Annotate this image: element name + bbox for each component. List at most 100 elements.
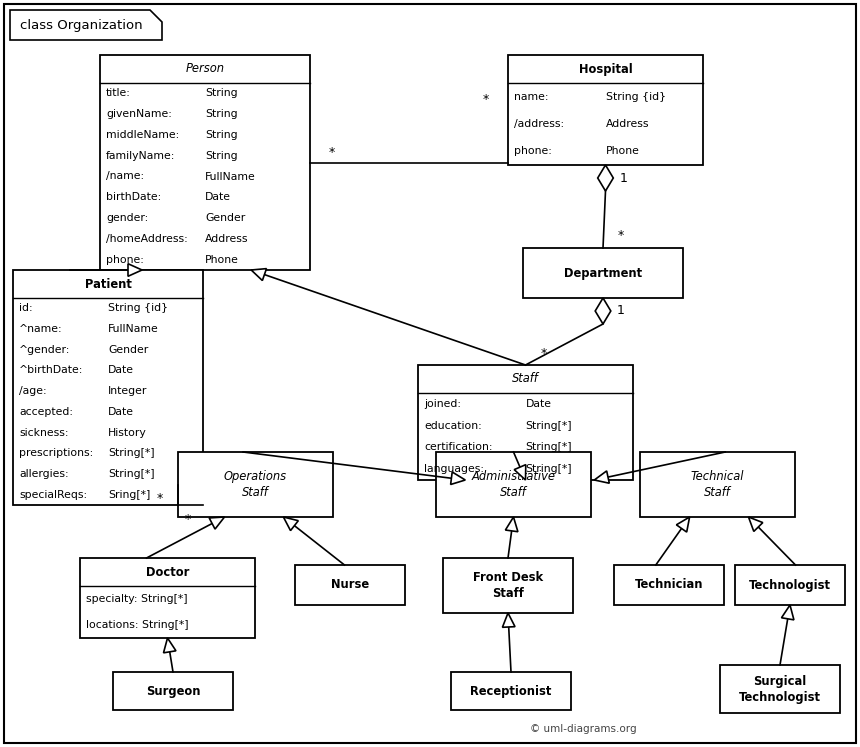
Text: Nurse: Nurse — [331, 578, 369, 592]
Bar — [113, 672, 233, 710]
Text: familyName:: familyName: — [106, 151, 175, 161]
Text: accepted:: accepted: — [19, 407, 73, 417]
Polygon shape — [10, 10, 162, 40]
Bar — [443, 558, 573, 613]
Text: © uml-diagrams.org: © uml-diagrams.org — [530, 724, 636, 734]
Text: String[*]: String[*] — [525, 421, 572, 430]
Bar — [640, 452, 795, 517]
Text: String[*]: String[*] — [108, 448, 155, 458]
Text: middleName:: middleName: — [106, 130, 179, 140]
Text: Date: Date — [205, 192, 231, 202]
Bar — [720, 665, 840, 713]
Bar — [614, 565, 724, 605]
Text: String[*]: String[*] — [525, 442, 572, 453]
Polygon shape — [595, 298, 611, 324]
Text: Surgical
Technologist: Surgical Technologist — [739, 675, 821, 704]
Text: Doctor: Doctor — [146, 565, 189, 578]
Text: Technologist: Technologist — [749, 578, 831, 592]
Polygon shape — [598, 165, 613, 191]
Text: specialty: String[*]: specialty: String[*] — [86, 594, 187, 604]
Text: birthDate:: birthDate: — [106, 192, 162, 202]
Text: allergies:: allergies: — [19, 469, 69, 479]
Text: Date: Date — [108, 407, 134, 417]
Text: Gender: Gender — [108, 345, 148, 355]
Text: ^gender:: ^gender: — [19, 345, 71, 355]
Text: String[*]: String[*] — [108, 469, 155, 479]
Polygon shape — [251, 269, 267, 281]
Text: *: * — [157, 492, 163, 505]
Text: class Organization: class Organization — [20, 19, 143, 31]
Text: givenName:: givenName: — [106, 109, 172, 120]
Text: /name:: /name: — [106, 172, 144, 182]
Bar — [295, 565, 405, 605]
Polygon shape — [451, 472, 465, 485]
Text: joined:: joined: — [424, 399, 461, 409]
Text: Address: Address — [205, 234, 249, 244]
Text: /address:: /address: — [514, 119, 564, 129]
Text: Sring[*]: Sring[*] — [108, 489, 150, 500]
Text: Technician: Technician — [635, 578, 703, 592]
Text: /homeAddress:: /homeAddress: — [106, 234, 187, 244]
Text: String: String — [205, 130, 237, 140]
Text: Administrative
Staff: Administrative Staff — [471, 470, 556, 499]
Text: locations: String[*]: locations: String[*] — [86, 620, 188, 630]
Bar — [523, 248, 683, 298]
Text: Patient: Patient — [84, 277, 132, 291]
Text: Hospital: Hospital — [579, 63, 632, 75]
Text: Front Desk
Staff: Front Desk Staff — [473, 571, 543, 600]
Text: id:: id: — [19, 303, 33, 313]
Polygon shape — [502, 613, 515, 627]
Bar — [436, 452, 591, 517]
Text: phone:: phone: — [514, 146, 552, 156]
Polygon shape — [748, 517, 763, 531]
Text: String {id}: String {id} — [605, 92, 666, 102]
Text: *: * — [482, 93, 489, 107]
Text: 1: 1 — [617, 305, 625, 317]
Polygon shape — [209, 517, 224, 529]
Text: String: String — [205, 151, 237, 161]
Text: sickness:: sickness: — [19, 427, 69, 438]
Text: name:: name: — [514, 92, 549, 102]
Text: *: * — [185, 512, 191, 525]
Text: Department: Department — [564, 267, 642, 279]
Text: *: * — [617, 229, 624, 243]
Text: Receptionist: Receptionist — [470, 684, 551, 698]
Text: languages:: languages: — [424, 464, 484, 474]
Text: specialReqs:: specialReqs: — [19, 489, 87, 500]
Text: Surgeon: Surgeon — [145, 684, 200, 698]
Text: String: String — [205, 88, 237, 99]
Bar — [451, 672, 571, 710]
Polygon shape — [284, 517, 298, 530]
Text: prescriptions:: prescriptions: — [19, 448, 93, 458]
Polygon shape — [128, 264, 142, 276]
Polygon shape — [163, 638, 176, 653]
Text: FullName: FullName — [205, 172, 255, 182]
Text: String[*]: String[*] — [525, 464, 572, 474]
Bar — [13, 270, 203, 505]
Text: Gender: Gender — [205, 213, 245, 223]
Text: ^birthDate:: ^birthDate: — [19, 365, 83, 376]
Text: *: * — [329, 146, 335, 159]
Bar — [508, 55, 703, 165]
Bar — [80, 558, 255, 638]
Text: 1: 1 — [619, 172, 628, 185]
Text: Address: Address — [605, 119, 649, 129]
Bar — [418, 365, 633, 480]
Text: gender:: gender: — [106, 213, 148, 223]
Text: Integer: Integer — [108, 386, 147, 396]
Polygon shape — [676, 517, 690, 532]
Text: FullName: FullName — [108, 324, 159, 334]
Bar — [735, 565, 845, 605]
Text: String {id}: String {id} — [108, 303, 168, 313]
Text: education:: education: — [424, 421, 482, 430]
Text: phone:: phone: — [106, 255, 144, 264]
Text: Phone: Phone — [605, 146, 639, 156]
Text: Staff: Staff — [512, 373, 539, 385]
Polygon shape — [506, 517, 518, 532]
Polygon shape — [514, 465, 525, 480]
Text: certification:: certification: — [424, 442, 493, 453]
Text: title:: title: — [106, 88, 131, 99]
Text: /age:: /age: — [19, 386, 46, 396]
Polygon shape — [594, 471, 609, 483]
Text: Person: Person — [186, 63, 224, 75]
